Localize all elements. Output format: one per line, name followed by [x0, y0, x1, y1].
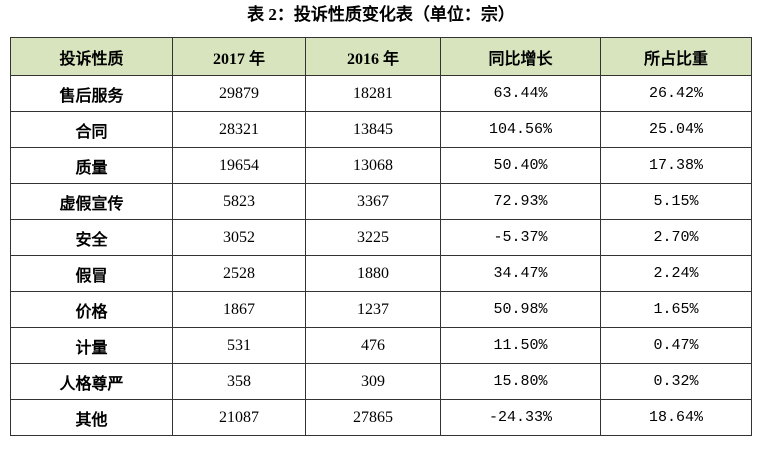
table-body: 售后服务 29879 18281 63.44% 26.42% 合同 28321 13845 10…: [10, 75, 752, 436]
data-cell: 34.47%: [440, 255, 601, 292]
data-cell: 13845: [305, 111, 441, 148]
table-row: 人格尊严 358 309 15.80% 0.32%: [10, 363, 752, 400]
row-label: 其他: [10, 399, 173, 436]
data-cell: 1.65%: [600, 291, 752, 328]
row-label: 价格: [10, 291, 173, 328]
table-row: 合同 28321 13845 104.56% 25.04%: [10, 111, 752, 148]
data-cell: 26.42%: [600, 75, 752, 112]
data-cell: 18281: [305, 75, 441, 112]
header-cell: 所占比重: [600, 37, 752, 76]
header-cell: 投诉性质: [10, 37, 173, 76]
data-cell: 50.98%: [440, 291, 601, 328]
header-cell: 2016 年: [305, 37, 441, 76]
complaint-table: 投诉性质 2017 年 2016 年同比增长 所占比重 售后服务 29879 18281 6…: [10, 37, 752, 436]
data-cell: 11.50%: [440, 327, 601, 364]
data-cell: 3052: [172, 219, 306, 256]
data-cell: 5823: [172, 183, 306, 220]
data-cell: 28321: [172, 111, 306, 148]
header-row: 投诉性质 2017 年 2016 年同比增长 所占比重: [10, 37, 752, 76]
data-cell: 104.56%: [440, 111, 601, 148]
data-cell: 1880: [305, 255, 441, 292]
row-label: 假冒: [10, 255, 173, 292]
data-cell: 0.47%: [600, 327, 752, 364]
data-cell: 3367: [305, 183, 441, 220]
data-cell: -5.37%: [440, 219, 601, 256]
data-cell: 0.32%: [600, 363, 752, 400]
data-cell: 2.70%: [600, 219, 752, 256]
table-title: 表 2：投诉性质变化表（单位：宗）: [247, 5, 515, 24]
row-label: 合同: [10, 111, 173, 148]
data-cell: 63.44%: [440, 75, 601, 112]
data-cell: 25.04%: [600, 111, 752, 148]
data-cell: 21087: [172, 399, 306, 436]
data-cell: 358: [172, 363, 306, 400]
data-cell: 15.80%: [440, 363, 601, 400]
row-label: 质量: [10, 147, 173, 184]
row-label: 虚假宣传: [10, 183, 173, 220]
row-label: 计量: [10, 327, 173, 364]
data-cell: 2528: [172, 255, 306, 292]
data-cell: 5.15%: [600, 183, 752, 220]
data-cell: 3225: [305, 219, 441, 256]
data-cell: 27865: [305, 399, 441, 436]
data-cell: 18.64%: [600, 399, 752, 436]
data-cell: 50.40%: [440, 147, 601, 184]
table-row: 质量 19654 13068 50.40% 17.38%: [10, 147, 752, 184]
table-row: 其他 21087 27865 -24.33% 18.64%: [10, 399, 752, 436]
data-cell: 1237: [305, 291, 441, 328]
table-row: 计量 531 476 11.50% 0.47%: [10, 327, 752, 364]
data-cell: 2.24%: [600, 255, 752, 292]
table-row: 售后服务 29879 18281 63.44% 26.42%: [10, 75, 752, 112]
data-cell: 309: [305, 363, 441, 400]
table-row: 安全 3052 3225 -5.37% 2.70%: [10, 219, 752, 256]
table-row: 虚假宣传 5823 3367 72.93% 5.15%: [10, 183, 752, 220]
data-cell: 19654: [172, 147, 306, 184]
data-cell: 72.93%: [440, 183, 601, 220]
header-cell: 同比增长: [440, 37, 601, 76]
header-cell: 2017 年: [172, 37, 306, 76]
data-cell: -24.33%: [440, 399, 601, 436]
data-cell: 17.38%: [600, 147, 752, 184]
data-cell: 13068: [305, 147, 441, 184]
row-label: 人格尊严: [10, 363, 173, 400]
row-label: 售后服务: [10, 75, 173, 112]
data-cell: 476: [305, 327, 441, 364]
data-cell: 29879: [172, 75, 306, 112]
table-row: 价格 1867 1237 50.98% 1.65%: [10, 291, 752, 328]
table-row: 假冒 2528 1880 34.47% 2.24%: [10, 255, 752, 292]
data-cell: 1867: [172, 291, 306, 328]
row-label: 安全: [10, 219, 173, 256]
data-cell: 531: [172, 327, 306, 364]
